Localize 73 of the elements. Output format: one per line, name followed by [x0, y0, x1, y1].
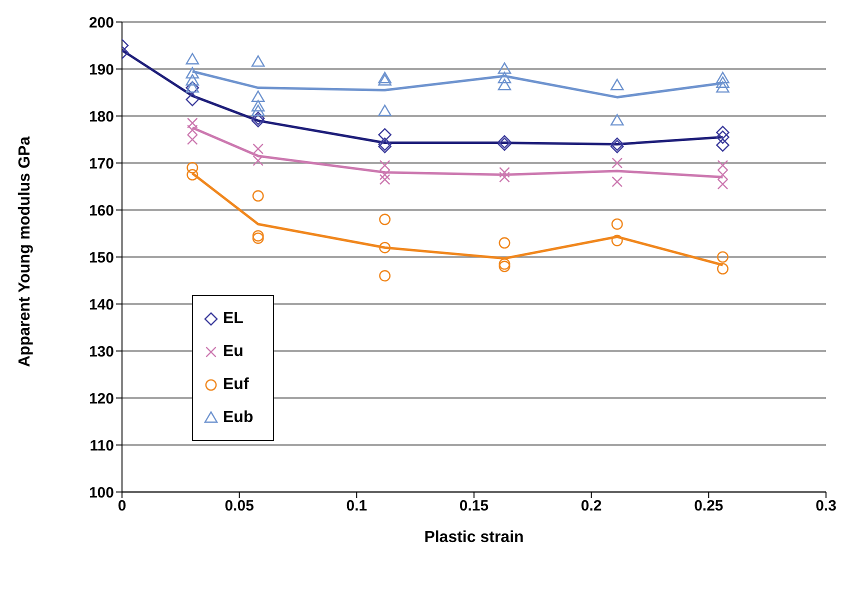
point — [186, 162, 198, 174]
point — [498, 78, 512, 90]
point — [499, 166, 510, 178]
point — [610, 138, 624, 151]
point — [610, 78, 624, 90]
y-tick-label: 140 — [88, 296, 114, 314]
point — [610, 114, 624, 126]
y-tick-label: 200 — [88, 14, 114, 32]
point — [716, 126, 730, 140]
point — [379, 174, 390, 185]
x-tick-label: 0 — [118, 498, 126, 515]
point — [498, 258, 510, 270]
x-axis-title: Plastic strain — [424, 529, 524, 546]
point — [716, 138, 730, 152]
y-tick-label: 180 — [88, 108, 114, 126]
x-tick-label: 0.1 — [346, 498, 368, 515]
point — [378, 104, 392, 116]
point — [498, 138, 512, 151]
point — [379, 242, 391, 254]
legend-label: Eu — [223, 342, 244, 360]
point — [251, 100, 265, 112]
point — [186, 169, 198, 180]
point — [251, 112, 265, 125]
point — [251, 104, 265, 116]
point — [716, 72, 730, 84]
y-axis-title: Apparent Young modulus GPa — [16, 136, 34, 367]
point — [252, 190, 264, 202]
point — [186, 67, 200, 79]
point — [379, 214, 391, 226]
x-tick-label: 0.15 — [459, 498, 489, 515]
y-tick-label: 190 — [88, 61, 114, 78]
y-tick-label: 170 — [88, 155, 114, 172]
y-tick-label: 100 — [88, 484, 114, 502]
point — [611, 218, 623, 230]
point — [610, 140, 624, 154]
point — [499, 172, 510, 183]
point — [716, 263, 728, 274]
legend-label: EL — [223, 310, 244, 328]
point — [378, 138, 392, 151]
x-tick-label: 0.05 — [224, 498, 254, 515]
point — [612, 176, 623, 188]
point — [186, 52, 200, 64]
point — [716, 81, 730, 93]
point — [186, 74, 200, 86]
point — [498, 260, 510, 272]
point — [498, 72, 512, 84]
point — [378, 128, 392, 142]
legend-label: Eub — [223, 408, 254, 426]
point — [612, 158, 623, 168]
point — [378, 72, 392, 84]
point — [716, 251, 728, 263]
point — [378, 140, 392, 154]
point — [251, 55, 265, 67]
point — [251, 90, 265, 102]
point — [498, 237, 510, 249]
point — [611, 234, 623, 246]
legend-label: Euf — [223, 376, 249, 394]
point — [716, 76, 730, 88]
y-tick-label: 150 — [88, 249, 114, 266]
point — [251, 114, 265, 128]
y-tick-label: 110 — [90, 437, 114, 454]
point — [716, 130, 730, 144]
point — [379, 270, 391, 282]
point — [186, 92, 200, 106]
y-tick-label: 130 — [88, 343, 114, 360]
point — [378, 74, 392, 86]
y-tick-label: 120 — [88, 390, 114, 408]
x-tick-label: 0.25 — [694, 498, 724, 515]
point — [498, 62, 512, 74]
point — [498, 135, 512, 148]
x-tick-label: 0.2 — [580, 498, 602, 515]
y-tick-label: 160 — [88, 202, 114, 220]
x-tick-label: 0.3 — [816, 498, 836, 515]
